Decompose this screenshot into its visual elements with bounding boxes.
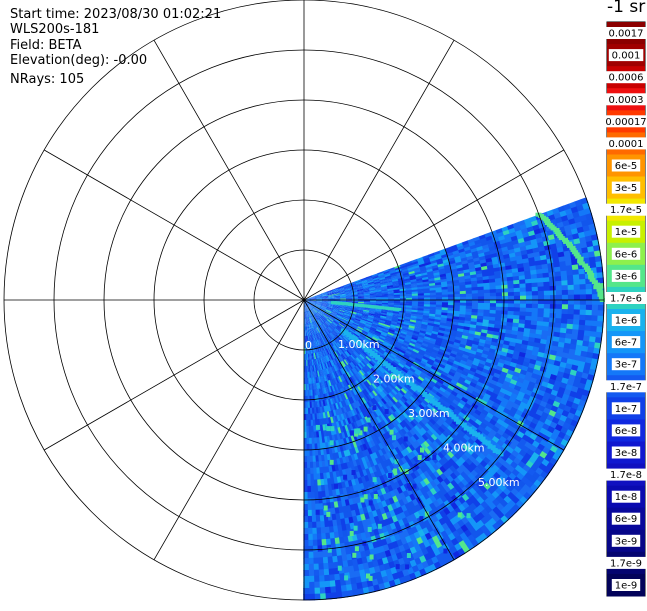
- data-cell: [562, 300, 569, 306]
- data-cell: [574, 295, 581, 301]
- data-cell: [394, 296, 401, 298]
- data-cell: [580, 289, 587, 295]
- data-cell: [430, 295, 437, 298]
- data-cell: [562, 295, 569, 301]
- data-cell: [568, 295, 575, 301]
- data-cell: [460, 294, 467, 298]
- data-cell: [550, 295, 557, 300]
- data-cell: [586, 294, 593, 300]
- data-cell: [424, 295, 431, 298]
- data-cell: [484, 293, 491, 297]
- data-cell: [490, 293, 497, 297]
- data-cell: [418, 295, 425, 298]
- data-sector: [303, 197, 604, 600]
- data-cell: [586, 289, 593, 295]
- data-cell: [514, 296, 521, 301]
- data-cell: [538, 291, 545, 296]
- data-cell: [502, 296, 509, 300]
- data-cell: [526, 295, 533, 300]
- data-cell: [400, 296, 407, 298]
- data-cell: [544, 295, 551, 300]
- data-cell: [508, 296, 515, 300]
- data-cell: [556, 295, 563, 300]
- data-cell: [538, 295, 545, 300]
- data-cell: [586, 300, 593, 306]
- data-cell: [574, 289, 581, 295]
- data-cell: [478, 293, 485, 297]
- data-cell: [592, 305, 599, 311]
- data-cell: [592, 300, 599, 306]
- data-cell: [508, 288, 515, 293]
- data-cell: [556, 300, 563, 305]
- data-cell: [520, 292, 527, 297]
- data-cell: [568, 290, 575, 296]
- data-cell: [532, 291, 539, 296]
- data-cell: [544, 291, 551, 296]
- data-cell: [544, 304, 551, 309]
- data-cell: [532, 295, 539, 300]
- data-cell: [496, 296, 503, 300]
- data-cell: [580, 294, 587, 300]
- data-cell: [514, 292, 521, 297]
- data-cell: [454, 294, 461, 297]
- data-cell: [556, 290, 563, 296]
- data-cell: [520, 296, 527, 301]
- data-cell: [388, 297, 395, 299]
- data-cell: [568, 300, 575, 306]
- data-cell: [562, 290, 569, 296]
- data-cell: [550, 290, 557, 295]
- data-cell: [568, 285, 575, 291]
